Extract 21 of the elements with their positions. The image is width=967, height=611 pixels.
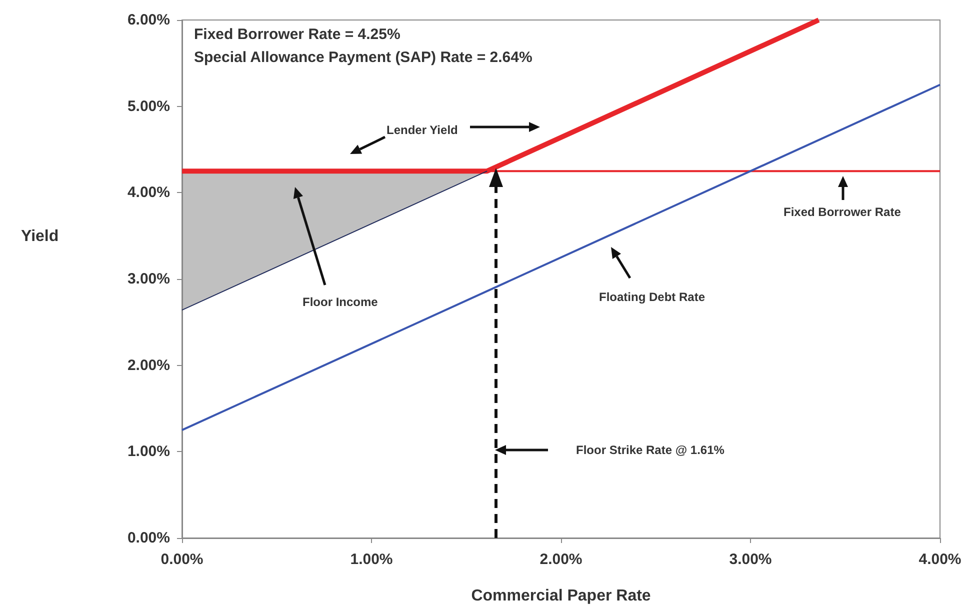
annotation: Fixed Borrower Rate = 4.25% bbox=[194, 26, 400, 42]
annotation: Special Allowance Payment (SAP) Rate = 2.64% bbox=[194, 48, 532, 66]
x-axis-title: Commercial Paper Rate bbox=[471, 588, 651, 604]
x-tick-label: 3.00% bbox=[729, 551, 772, 568]
y-axis-title: Yield bbox=[21, 228, 59, 246]
annotation: Lender Yield bbox=[386, 123, 458, 137]
y-tick-label: 3.00% bbox=[127, 270, 170, 288]
y-tick-label: 1.00% bbox=[127, 443, 170, 460]
y-tick-label: 5.00% bbox=[127, 98, 170, 115]
annotation: Floating Debt Rate bbox=[599, 290, 706, 304]
x-tick-label: 2.00% bbox=[540, 551, 582, 568]
y-tick-label: 0.00% bbox=[127, 530, 170, 546]
x-tick-label: 4.00% bbox=[918, 551, 962, 568]
x-tick-label: 0.00% bbox=[160, 551, 204, 568]
x-tick-label: 1.00% bbox=[350, 551, 393, 568]
annotation: Fixed Borrower Rate bbox=[784, 205, 901, 219]
y-tick-label: 2.00% bbox=[127, 356, 170, 374]
annotation: Floor Income bbox=[302, 295, 378, 309]
annotation: Floor Strike Rate @ 1.61% bbox=[576, 443, 724, 457]
y-tick-label: 4.00% bbox=[127, 184, 170, 202]
y-tick-label: 6.00% bbox=[127, 12, 170, 28]
